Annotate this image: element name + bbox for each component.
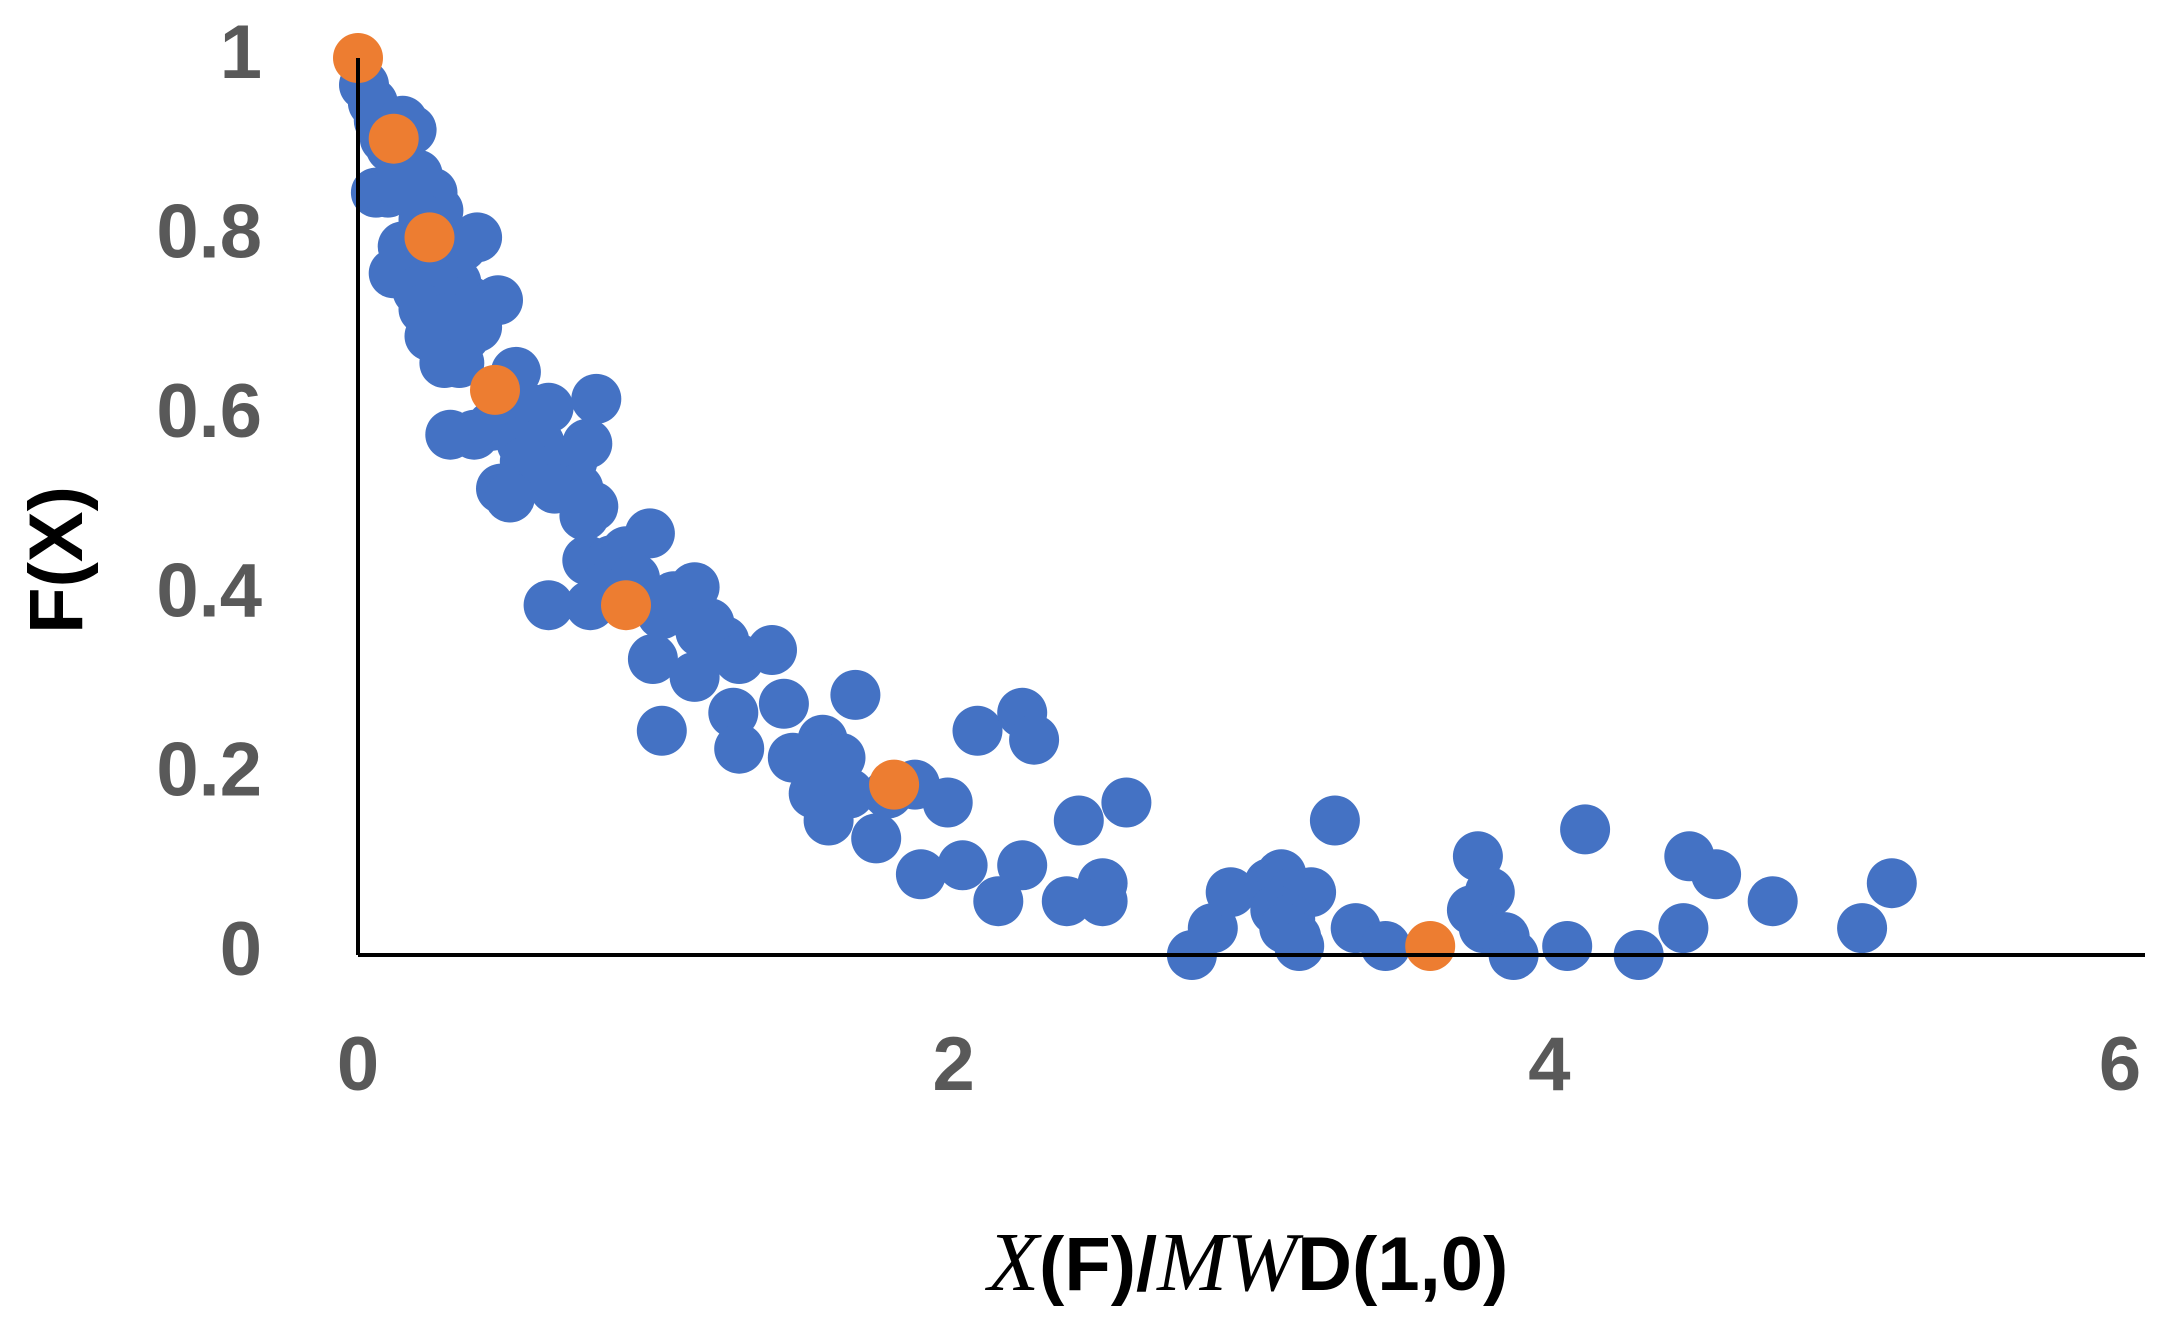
data-point (937, 840, 988, 891)
data-point (1837, 903, 1888, 954)
data-point (895, 849, 946, 900)
data-point (1101, 777, 1152, 828)
data-point (601, 580, 651, 631)
data-point (675, 607, 726, 658)
x-tick-label: 2 (933, 1022, 975, 1107)
data-point (1205, 867, 1256, 918)
data-point (624, 508, 675, 559)
data-point (470, 364, 520, 415)
data-point (1691, 849, 1742, 900)
x-tick-label: 4 (1528, 1022, 1570, 1107)
x-axis-title-part: D(1,0) (1297, 1222, 1508, 1307)
data-point (973, 876, 1024, 927)
x-tick-label: 0 (337, 1022, 379, 1107)
data-point (997, 840, 1048, 891)
y-axis-title: F(X) (14, 486, 99, 634)
x-tick-labels: 0 2 4 6 (337, 1022, 2141, 1107)
data-point (747, 625, 797, 675)
y-axis-title-group: F(X) (14, 486, 99, 634)
data-point (1077, 876, 1128, 927)
data-point (434, 338, 485, 388)
data-point (758, 678, 809, 729)
data-point (669, 651, 720, 702)
data-point (636, 705, 687, 756)
data-point (1542, 921, 1593, 971)
data-point (952, 705, 1003, 756)
y-tick-label: 0.4 (156, 548, 262, 633)
data-point (1866, 858, 1917, 909)
y-tick-label: 1 (220, 10, 262, 95)
data-point (559, 490, 610, 541)
data-point (714, 723, 765, 774)
data-point (1274, 921, 1325, 971)
data-point (452, 212, 503, 263)
data-point (627, 634, 678, 684)
data-point (523, 580, 574, 631)
y-tick-label: 0.2 (156, 728, 262, 813)
data-point (368, 113, 419, 164)
data-point (565, 580, 616, 631)
data-point (1053, 795, 1104, 846)
data-point (404, 212, 455, 263)
data-point (1009, 714, 1060, 765)
y-tick-label: 0.6 (156, 369, 262, 454)
data-point (1405, 921, 1456, 971)
data-point (1658, 903, 1709, 954)
data-point (869, 759, 920, 810)
data-point (1309, 795, 1360, 846)
data-point (922, 777, 973, 828)
x-tick-label: 6 (2099, 1022, 2141, 1107)
x-axis-title: X(F)/MWD(1,0) (985, 1216, 1509, 1309)
x-axis-title-part: X (985, 1216, 1043, 1309)
data-point (1560, 804, 1611, 855)
plot-points (333, 33, 1917, 980)
data-point (484, 472, 535, 523)
y-tick-labels: 0 0.2 0.4 0.6 0.8 1 (156, 10, 262, 992)
data-point (562, 418, 613, 469)
y-tick-label: 0.8 (156, 189, 262, 274)
data-point (851, 813, 902, 864)
series-0 (339, 59, 1917, 980)
data-point (1360, 921, 1411, 971)
x-axis-title-part: (F)/ (1039, 1222, 1157, 1307)
data-point (1747, 876, 1798, 927)
data-point (803, 795, 854, 846)
data-point (571, 373, 622, 424)
x-axis-title-part: MW (1156, 1216, 1304, 1309)
data-point (830, 669, 881, 720)
y-tick-label: 0 (220, 907, 262, 992)
